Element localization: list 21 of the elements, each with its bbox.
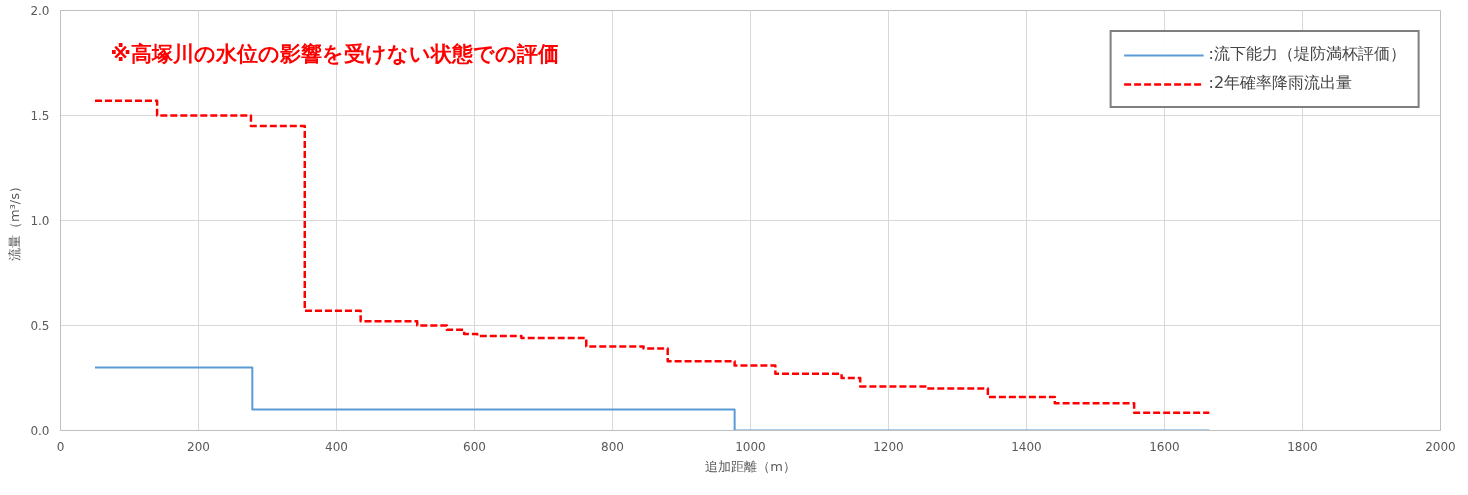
annotation: ※高塚川の水位の影響を受けない状態での評価 bbox=[110, 41, 559, 66]
x-tick-label: 1000 bbox=[735, 439, 766, 454]
x-tick-label: 2000 bbox=[1425, 439, 1456, 454]
legend-label: :流下能力（堤防満杯評価） bbox=[1208, 44, 1406, 65]
y-tick-label: 0.5 bbox=[30, 319, 50, 333]
legend-label: :2年確率降雨流出量 bbox=[1208, 73, 1353, 94]
x-tick-label: 400 bbox=[325, 439, 348, 454]
y-tick-label: 2.0 bbox=[30, 4, 50, 18]
x-tick-label: 0 bbox=[56, 439, 65, 454]
x-axis-title: 追加距離（m） bbox=[705, 458, 796, 474]
y-tick-label: 1.0 bbox=[30, 214, 50, 228]
x-tick-label: 1600 bbox=[1149, 439, 1180, 454]
y-tick-label: 0.0 bbox=[30, 424, 50, 438]
y-axis-title: 流量（m³/s） bbox=[7, 179, 23, 262]
x-tick-label: 200 bbox=[187, 439, 210, 454]
x-tick-label: 800 bbox=[601, 439, 624, 454]
x-tick-label: 1800 bbox=[1287, 439, 1318, 454]
y-tick-label: 1.5 bbox=[30, 109, 50, 123]
x-tick-label: 1400 bbox=[1011, 439, 1042, 454]
x-tick-label: 1200 bbox=[873, 439, 904, 454]
x-tick-label: 600 bbox=[463, 439, 486, 454]
